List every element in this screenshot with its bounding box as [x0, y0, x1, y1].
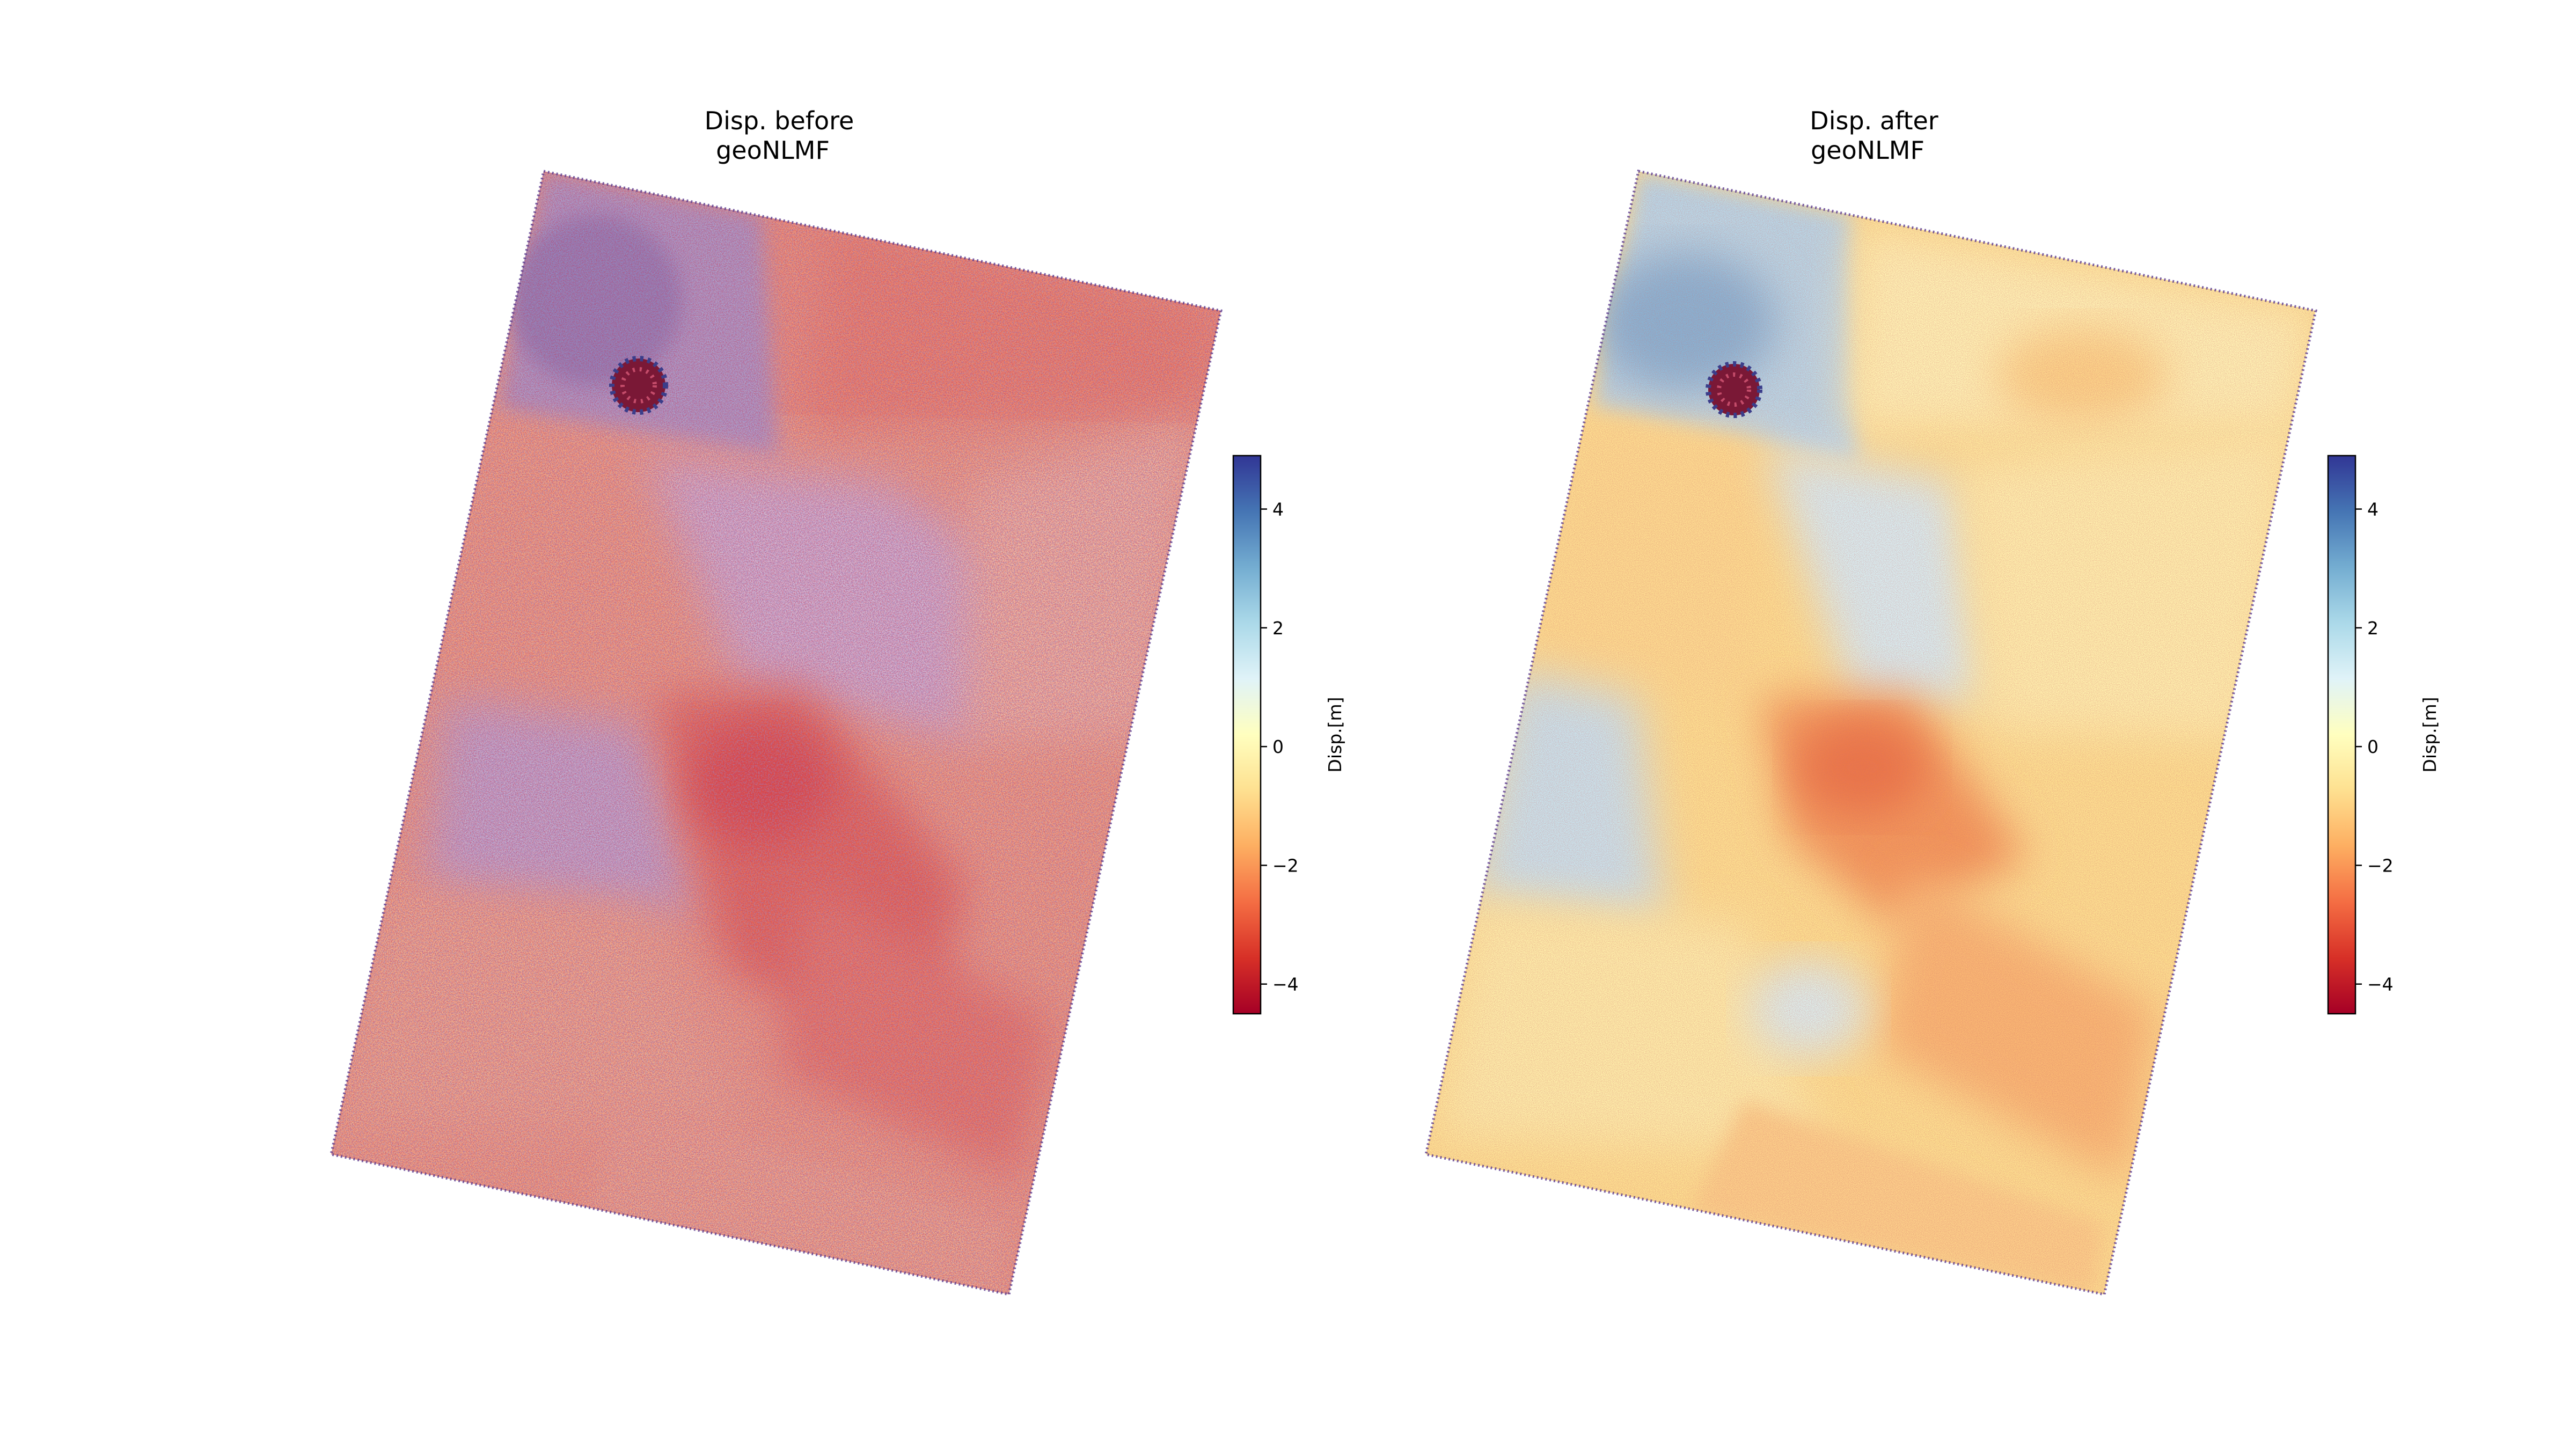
- colorbar-label: Disp.[m]: [2419, 697, 2440, 772]
- colorbar-tick-label: 0: [1272, 736, 1284, 757]
- panel-after: Disp. after geoNLMF: [1424, 106, 2317, 1296]
- panel-before: Disp. before geoNLMF: [330, 106, 1223, 1296]
- colorbar-gradient: [1232, 455, 1262, 1015]
- colorbar-gradient: [2327, 455, 2357, 1015]
- displacement-map-before: [331, 171, 1221, 1294]
- colorbar-before: 4 2 0 −2 −4 Disp.[m]: [1232, 455, 1345, 1015]
- panel-title-line-1: Disp. before: [705, 106, 854, 135]
- colorbar-tick-label: 2: [2367, 618, 2379, 639]
- colorbar-label: Disp.[m]: [1324, 697, 1345, 772]
- colorbar-tick-label: −4: [2367, 974, 2394, 995]
- colorbar-tick-label: −2: [1272, 855, 1299, 876]
- panel-title-line-2: geoNLMF: [716, 136, 830, 165]
- colorbar-tick-label: 2: [1272, 618, 1284, 639]
- colorbar-after: 4 2 0 −2 −4 Disp.[m]: [2327, 455, 2440, 1015]
- colorbar-tick-label: −4: [1272, 974, 1299, 995]
- panel-title-line-2: geoNLMF: [1811, 136, 1924, 165]
- colorbar-tick-label: 4: [2367, 499, 2379, 520]
- panel-title-line-1: Disp. after: [1810, 106, 1938, 135]
- colorbar-tick-label: −2: [2367, 855, 2394, 876]
- colorbar-tick-label: 0: [2367, 736, 2379, 757]
- displacement-map-after: [1426, 171, 2316, 1294]
- colorbar-tick-label: 4: [1272, 499, 1284, 520]
